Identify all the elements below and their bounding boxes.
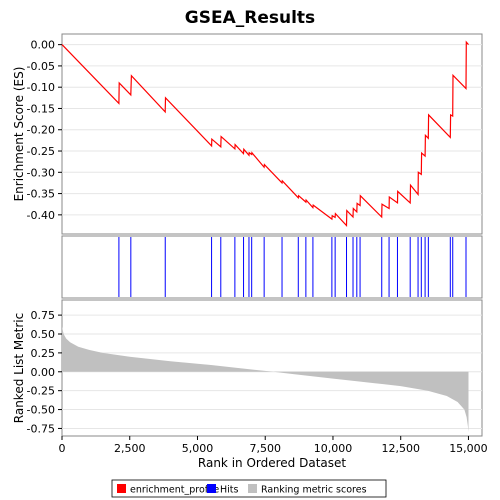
es-y-tick-label: -0.25: [27, 145, 55, 158]
x-axis-label: Rank in Ordered Dataset: [198, 456, 346, 470]
es-y-tick-label: -0.05: [27, 60, 55, 73]
legend-swatch: [117, 484, 126, 493]
es-y-tick-label: -0.15: [27, 102, 55, 115]
legend-swatch: [248, 484, 257, 493]
metric-y-tick-label: -0.25: [27, 385, 55, 398]
es-y-tick-label: -0.20: [27, 124, 55, 137]
legend: enrichment_profile Hits Ranking metric sco…: [117, 484, 367, 496]
hits-marks: [118, 237, 467, 297]
es-y-tick-label: -0.30: [27, 166, 55, 179]
es-gridlines: [62, 44, 482, 216]
ranking-metric-area: [62, 326, 469, 433]
x-tick-label: 15,000: [449, 442, 488, 455]
metric-y-axis: 0.75 0.50 0.25 0.00 -0.25 -0.50 -0.75: [27, 309, 62, 435]
chart-title: GSEA_Results: [185, 8, 315, 28]
x-tick-label: 2,500: [114, 442, 146, 455]
legend-label: Ranking metric scores: [261, 485, 367, 496]
x-tick-label: 12,500: [381, 442, 420, 455]
x-axis: 0 2,500 5,000 7,500 10,000 12,500 15,000: [59, 436, 488, 455]
es-y-tick-label: -0.35: [27, 188, 55, 201]
metric-y-tick-label: 0.25: [31, 347, 56, 360]
es-y-tick-label: 0.00: [31, 39, 56, 52]
legend-label: enrichment_profile: [130, 485, 219, 496]
x-tick-label: 10,000: [314, 442, 353, 455]
es-y-tick-label: -0.10: [27, 81, 55, 94]
hits-plot-area: [61, 235, 483, 299]
legend-label: Hits: [220, 485, 239, 496]
legend-swatch: [207, 484, 216, 493]
x-tick-label: 5,000: [182, 442, 214, 455]
metric-y-tick-label: 0.00: [31, 366, 56, 379]
metric-y-tick-label: -0.75: [27, 422, 55, 435]
es-y-axis-label: Enrichment Score (ES): [12, 67, 26, 202]
es-y-tick-label: -0.40: [27, 209, 55, 222]
x-tick-label: 7,500: [249, 442, 281, 455]
metric-y-tick-label: 0.75: [31, 309, 56, 322]
metric-y-tick-label: 0.50: [31, 328, 56, 341]
metric-y-axis-label: Ranked List Metric: [12, 313, 26, 423]
es-plot-area: [61, 33, 483, 235]
x-tick-label: 0: [59, 442, 66, 455]
es-y-axis: 0.00 -0.05 -0.10 -0.15 -0.20 -0.25 -0.30 -0.35 -…: [27, 39, 62, 222]
enrichment-profile-line: [61, 40, 469, 227]
metric-y-tick-label: -0.50: [27, 404, 55, 417]
